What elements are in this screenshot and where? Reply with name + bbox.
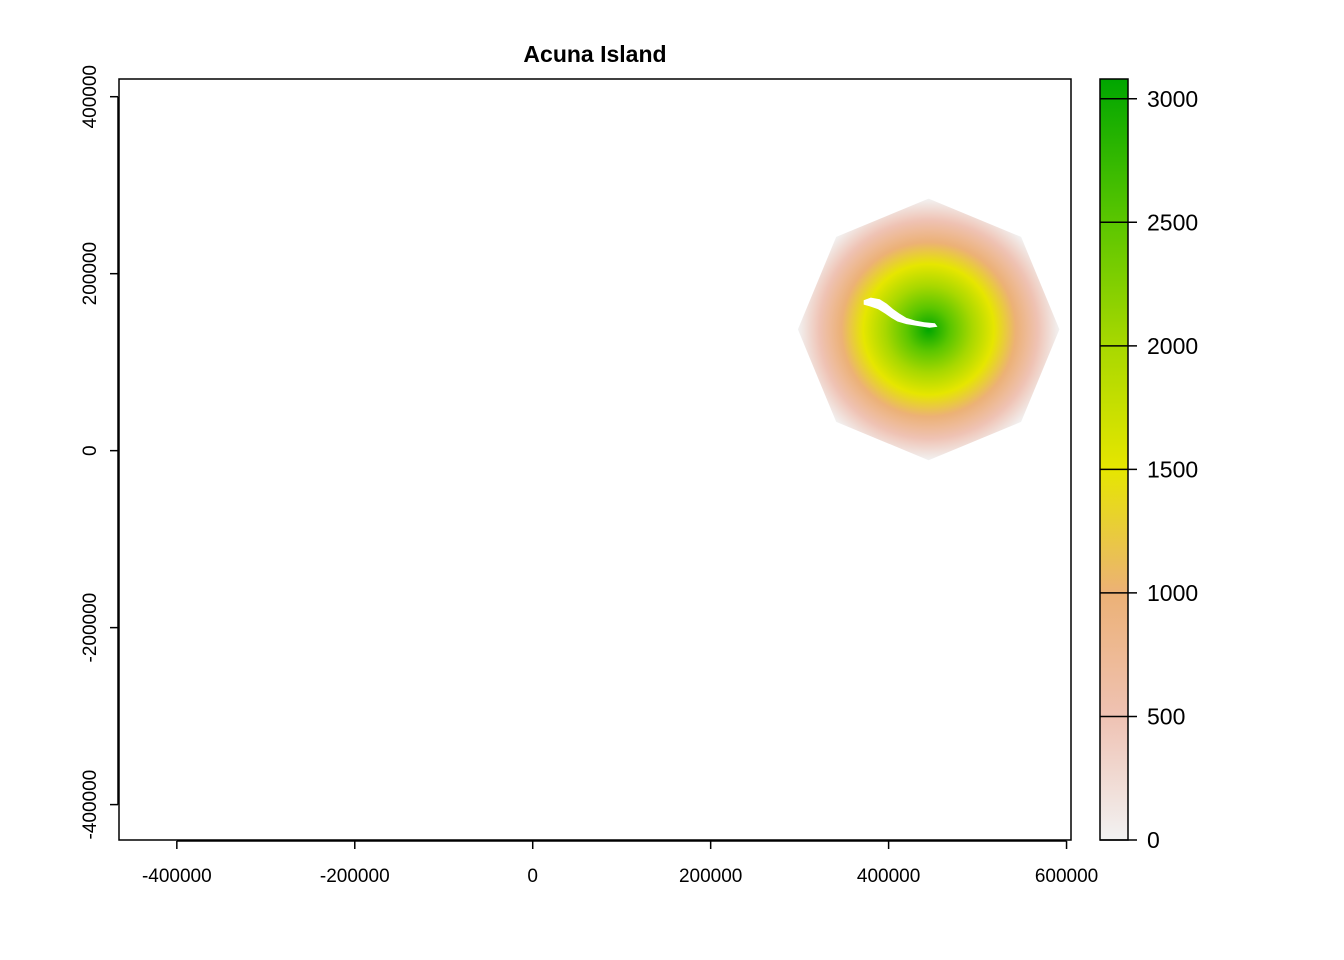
x-tick-label: -200000 [320,866,390,887]
y-tick-label: 400000 [80,65,101,128]
y-tick-label: -400000 [80,770,101,840]
legend-tick-label: 500 [1147,703,1185,729]
legend-tick-label: 1500 [1147,456,1198,482]
plot-frame [118,78,1072,841]
legend-tick-label: 2500 [1147,209,1198,235]
y-tick-label: -200000 [80,593,101,663]
legend-tick-label: 0 [1147,827,1160,853]
island-layer [863,297,938,328]
x-tick-label: 600000 [1035,866,1098,887]
x-tick-label: 0 [527,866,538,887]
x-axis: -400000 -200000 0 200000 400000 600000 [142,840,1098,887]
y-tick-label: 200000 [80,242,101,305]
legend-tick-label: 2000 [1147,333,1198,359]
island-shape [863,297,938,328]
legend-tick-label: 1000 [1147,580,1198,606]
y-axis: -400000 -200000 0 200000 400000 [80,65,119,840]
x-tick-label: -400000 [142,866,212,887]
plot-area [118,78,1072,841]
x-tick-label: 200000 [679,866,742,887]
legend-colorbar [1099,78,1129,841]
chart-title: Acuna Island [523,41,666,67]
color-legend: 0 500 1000 1500 2000 2500 3000 [1099,78,1198,853]
raster-layer [797,198,1060,461]
legend-tick-label: 3000 [1147,86,1198,112]
y-tick-label: 0 [80,445,101,456]
raster-octagon [797,198,1060,461]
legend-ticks: 0 500 1000 1500 2000 2500 3000 [1100,86,1198,853]
x-tick-label: 400000 [857,866,920,887]
